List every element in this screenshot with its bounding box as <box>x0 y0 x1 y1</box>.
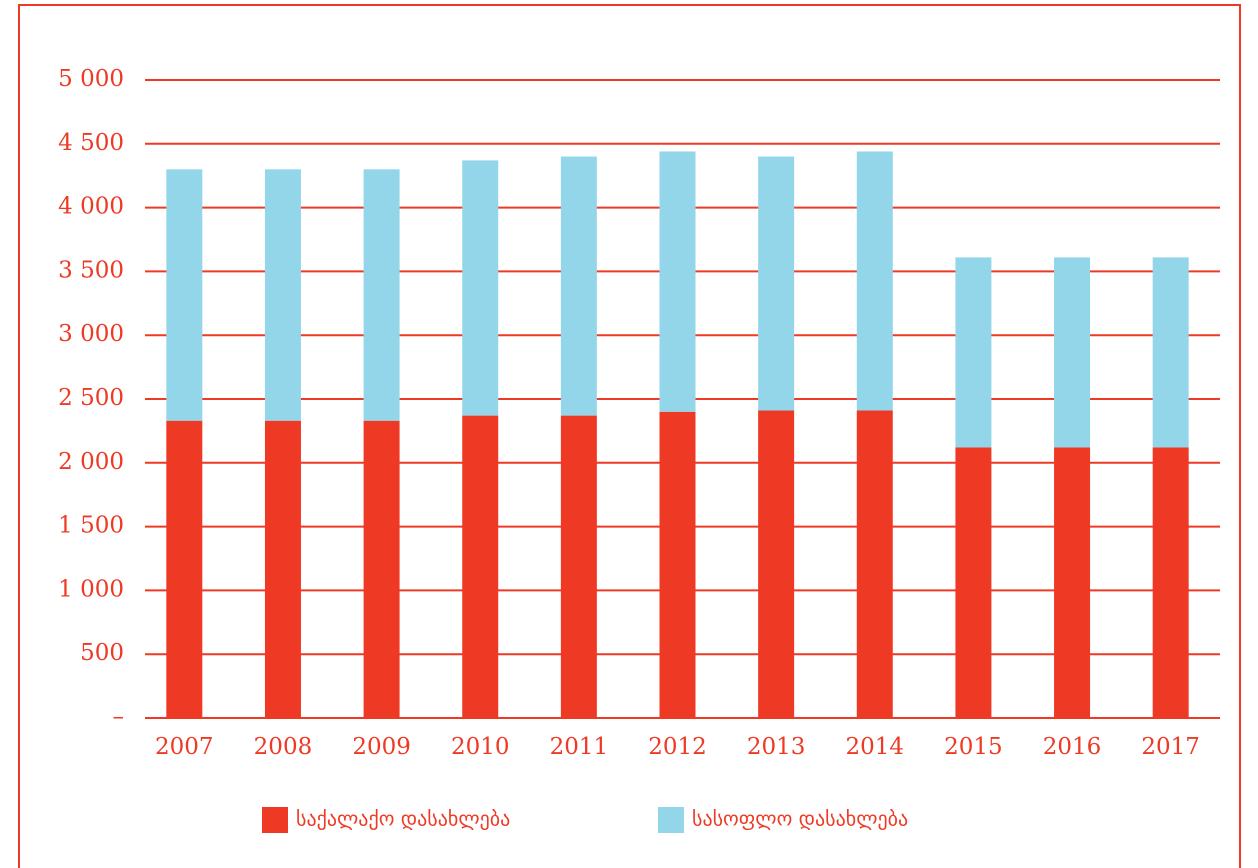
x-tick-label: 2017 <box>1141 734 1200 760</box>
bar-segment <box>363 420 400 718</box>
bar-segment <box>659 411 696 718</box>
bar-segment <box>856 410 893 718</box>
x-tick-label: 2012 <box>648 734 707 760</box>
bar-segment <box>758 156 795 411</box>
x-tick-label: 2016 <box>1043 734 1102 760</box>
bar-segment <box>955 447 992 718</box>
legend-swatch <box>658 807 684 833</box>
y-tick-label: 500 <box>80 640 124 666</box>
x-tick-label: 2008 <box>254 734 313 760</box>
y-tick-label: 3 500 <box>58 257 124 283</box>
x-tick-label: 2014 <box>845 734 904 760</box>
bar-segment <box>1152 447 1189 718</box>
bar-segment <box>955 257 992 448</box>
bar-segment <box>1054 447 1091 718</box>
bar-segment <box>758 410 795 718</box>
bar-segment <box>462 160 499 416</box>
y-tick-label: 1 500 <box>58 513 124 539</box>
bar-segment <box>560 156 597 416</box>
bar-segment <box>659 151 696 412</box>
x-tick-label: 2010 <box>451 734 510 760</box>
bar-segment <box>363 169 400 421</box>
bar-segment <box>166 169 203 421</box>
x-tick-label: 2011 <box>550 734 609 760</box>
legend-label: საქალაქო დასახლება <box>296 807 510 831</box>
y-tick-label: – <box>113 704 125 730</box>
bar-segment <box>462 415 499 718</box>
x-tick-label: 2013 <box>747 734 806 760</box>
bar-segment <box>560 415 597 718</box>
frame <box>18 4 1241 868</box>
bar-segment <box>856 151 893 411</box>
bar-segment <box>1054 257 1091 448</box>
bar-segment <box>166 420 203 718</box>
y-tick-label: 4 500 <box>58 130 124 156</box>
bar-segment <box>264 420 301 718</box>
y-tick-label: 2 000 <box>58 449 124 475</box>
x-tick-label: 2015 <box>944 734 1003 760</box>
x-tick-label: 2009 <box>352 734 411 760</box>
y-tick-label: 1 000 <box>58 576 124 602</box>
bar-segment <box>264 169 301 421</box>
y-tick-label: 3 000 <box>58 321 124 347</box>
x-tick-label: 2007 <box>155 734 214 760</box>
y-tick-label: 5 000 <box>58 66 124 92</box>
y-tick-label: 4 000 <box>58 194 124 220</box>
legend-label: სასოფლო დასახლება <box>692 807 908 831</box>
legend-swatch <box>262 807 288 833</box>
bar-segment <box>1152 257 1189 448</box>
y-tick-label: 2 500 <box>58 385 124 411</box>
